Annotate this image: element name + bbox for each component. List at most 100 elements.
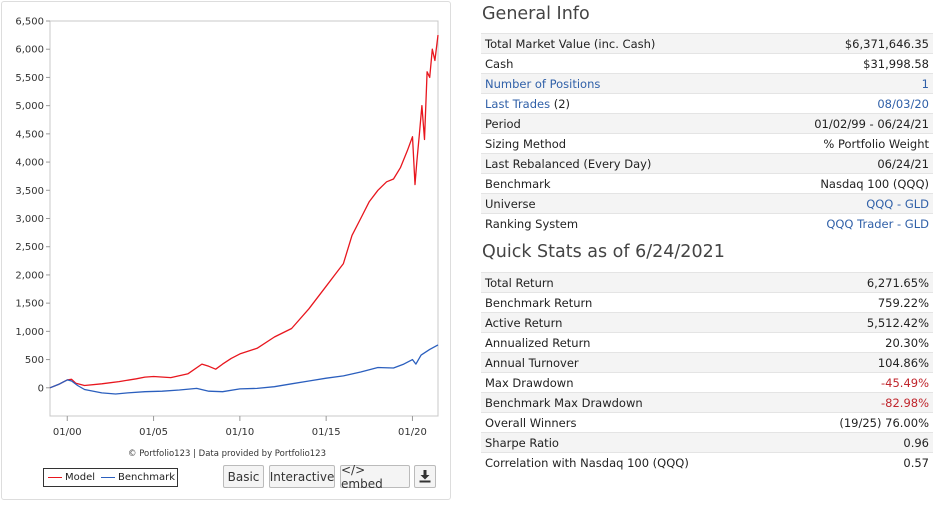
table-row: Universe QQQ - GLD bbox=[481, 193, 933, 214]
row-label: Annualized Return bbox=[481, 332, 791, 353]
row-label: Max Drawdown bbox=[481, 372, 791, 393]
table-row: Total Market Value (inc. Cash) $6,371,64… bbox=[481, 33, 933, 54]
row-label: Benchmark Max Drawdown bbox=[481, 392, 791, 413]
table-row: Number of Positions 1 bbox=[481, 73, 933, 94]
table-row: Period 01/02/99 - 06/24/21 bbox=[481, 113, 933, 134]
chart-legend: Model Benchmark bbox=[43, 468, 178, 487]
legend-label-benchmark: Benchmark bbox=[118, 472, 175, 483]
legend-item-model[interactable]: Model bbox=[48, 472, 95, 483]
table-row: Correlation with Nasdaq 100 (QQQ) 0.57 bbox=[481, 452, 933, 473]
row-value: Nasdaq 100 (QQQ) bbox=[748, 173, 933, 194]
universe-link[interactable]: QQQ - GLD bbox=[748, 193, 933, 214]
row-value: 01/02/99 - 06/24/21 bbox=[748, 113, 933, 134]
legend-swatch-benchmark bbox=[101, 477, 116, 478]
row-label: Cash bbox=[481, 53, 749, 74]
performance-chart: 0 500 1,000 1,500 2,000 2,500 3,000 3,500 4,000 4… bbox=[15, 17, 439, 438]
row-value: 20.30% bbox=[790, 332, 933, 353]
table-row: Active Return 5,512.42% bbox=[481, 312, 933, 333]
table-row: Annualized Return 20.30% bbox=[481, 332, 933, 353]
row-label: Sharpe Ratio bbox=[481, 432, 791, 453]
table-row: Cash $31,998.58 bbox=[481, 53, 933, 74]
table-row: Benchmark Nasdaq 100 (QQQ) bbox=[481, 173, 933, 194]
row-label: Benchmark Return bbox=[481, 292, 791, 313]
table-row: Total Return 6,271.65% bbox=[481, 272, 933, 293]
quick-stats-table: Total Return 6,271.65% Benchmark Return … bbox=[481, 272, 933, 473]
y-tick-label: 500 bbox=[25, 355, 44, 366]
positions-count-link[interactable]: 1 bbox=[748, 73, 933, 94]
legend-swatch-model bbox=[48, 477, 62, 478]
table-row: Benchmark Return 759.22% bbox=[481, 292, 933, 313]
y-tick-label: 1,000 bbox=[15, 327, 44, 338]
general-info-table: Total Market Value (inc. Cash) $6,371,64… bbox=[481, 33, 933, 234]
chart-panel: 0 500 1,000 1,500 2,000 2,500 3,000 3,500 4,000 4… bbox=[1, 1, 451, 500]
table-row: Sizing Method % Portfolio Weight bbox=[481, 133, 933, 154]
row-label: Benchmark bbox=[481, 173, 749, 194]
y-tick-label: 3,000 bbox=[15, 214, 44, 225]
last-trade-date-link[interactable]: 08/03/20 bbox=[748, 93, 933, 114]
row-label: Total Market Value (inc. Cash) bbox=[481, 33, 749, 54]
row-label: Annual Turnover bbox=[481, 352, 791, 373]
row-label: Total Return bbox=[481, 272, 791, 293]
plot-area bbox=[49, 20, 439, 417]
series-line-benchmark bbox=[49, 344, 439, 395]
row-value: (19/25) 76.00% bbox=[790, 412, 933, 433]
x-tick-label: 01/20 bbox=[398, 427, 427, 438]
row-value: $31,998.58 bbox=[748, 53, 933, 74]
row-label: Sizing Method bbox=[481, 133, 749, 154]
y-tick-label: 3,500 bbox=[15, 186, 44, 197]
row-value: 06/24/21 bbox=[748, 153, 933, 174]
y-tick-label: 6,500 bbox=[15, 17, 44, 28]
y-tick-label: 4,500 bbox=[15, 129, 44, 140]
row-value: $6,371,646.35 bbox=[748, 33, 933, 54]
download-button[interactable] bbox=[414, 465, 436, 488]
max-drawdown-value: -45.49% bbox=[790, 372, 933, 393]
table-row: Last Trades (2) 08/03/20 bbox=[481, 93, 933, 114]
row-value: 0.96 bbox=[790, 432, 933, 453]
y-tick-label: 5,000 bbox=[15, 101, 44, 112]
y-tick-label: 4,000 bbox=[15, 158, 44, 169]
y-tick-label: 1,500 bbox=[15, 299, 44, 310]
interactive-button[interactable]: Interactive bbox=[269, 465, 335, 488]
y-tick-label: 6,000 bbox=[15, 45, 44, 56]
legend-item-benchmark[interactable]: Benchmark bbox=[101, 472, 175, 483]
table-row: Overall Winners (19/25) 76.00% bbox=[481, 412, 933, 433]
chart-credit: © Portfolio123 | Data provided by Portfo… bbox=[128, 449, 326, 459]
number-of-positions-link[interactable]: Number of Positions bbox=[481, 73, 749, 94]
y-tick-label: 0 bbox=[38, 383, 44, 394]
y-tick-label: 5,500 bbox=[15, 73, 44, 84]
row-label: Last Trades (2) bbox=[481, 93, 749, 114]
y-tick-label: 2,000 bbox=[15, 270, 44, 281]
row-label: Last Rebalanced (Every Day) bbox=[481, 153, 749, 174]
basic-button[interactable]: Basic bbox=[223, 465, 264, 488]
series-line-model bbox=[49, 35, 439, 389]
row-label: Overall Winners bbox=[481, 412, 791, 433]
table-row: Ranking System QQQ Trader - GLD bbox=[481, 213, 933, 234]
x-tick-label: 01/10 bbox=[225, 427, 254, 438]
download-icon bbox=[419, 470, 431, 483]
row-label: Correlation with Nasdaq 100 (QQQ) bbox=[481, 452, 791, 473]
ranking-system-link[interactable]: QQQ Trader - GLD bbox=[748, 213, 933, 234]
x-tick-label: 01/05 bbox=[139, 427, 168, 438]
row-value: 759.22% bbox=[790, 292, 933, 313]
x-tick-label: 01/00 bbox=[53, 427, 82, 438]
benchmark-max-drawdown-value: -82.98% bbox=[790, 392, 933, 413]
row-label: Ranking System bbox=[481, 213, 749, 234]
table-row: Last Rebalanced (Every Day) 06/24/21 bbox=[481, 153, 933, 174]
row-label: Active Return bbox=[481, 312, 791, 333]
row-label: Universe bbox=[481, 193, 749, 214]
table-row: Annual Turnover 104.86% bbox=[481, 352, 933, 373]
last-trades-count: (2) bbox=[550, 96, 571, 111]
y-tick-label: 2,500 bbox=[15, 242, 44, 253]
row-value: % Portfolio Weight bbox=[748, 133, 933, 154]
x-tick-label: 01/15 bbox=[312, 427, 341, 438]
row-value: 0.57 bbox=[790, 452, 933, 473]
table-row: Benchmark Max Drawdown -82.98% bbox=[481, 392, 933, 413]
last-trades-link[interactable]: Last Trades bbox=[485, 96, 551, 111]
quick-stats-title: Quick Stats as of 6/24/2021 bbox=[482, 242, 725, 262]
table-row: Sharpe Ratio 0.96 bbox=[481, 432, 933, 453]
general-info-title: General Info bbox=[482, 4, 590, 24]
row-value: 104.86% bbox=[790, 352, 933, 373]
embed-button[interactable]: </> embed bbox=[340, 463, 410, 491]
row-value: 6,271.65% bbox=[790, 272, 933, 293]
legend-label-model: Model bbox=[65, 472, 96, 483]
